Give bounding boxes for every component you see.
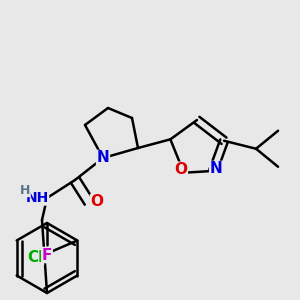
Text: Cl: Cl xyxy=(27,250,44,265)
Text: H: H xyxy=(20,184,30,196)
Text: O: O xyxy=(91,194,103,209)
Text: F: F xyxy=(42,248,52,262)
Text: N: N xyxy=(210,161,222,176)
Text: NH: NH xyxy=(26,191,49,205)
Text: O: O xyxy=(174,162,188,177)
Text: N: N xyxy=(97,151,110,166)
